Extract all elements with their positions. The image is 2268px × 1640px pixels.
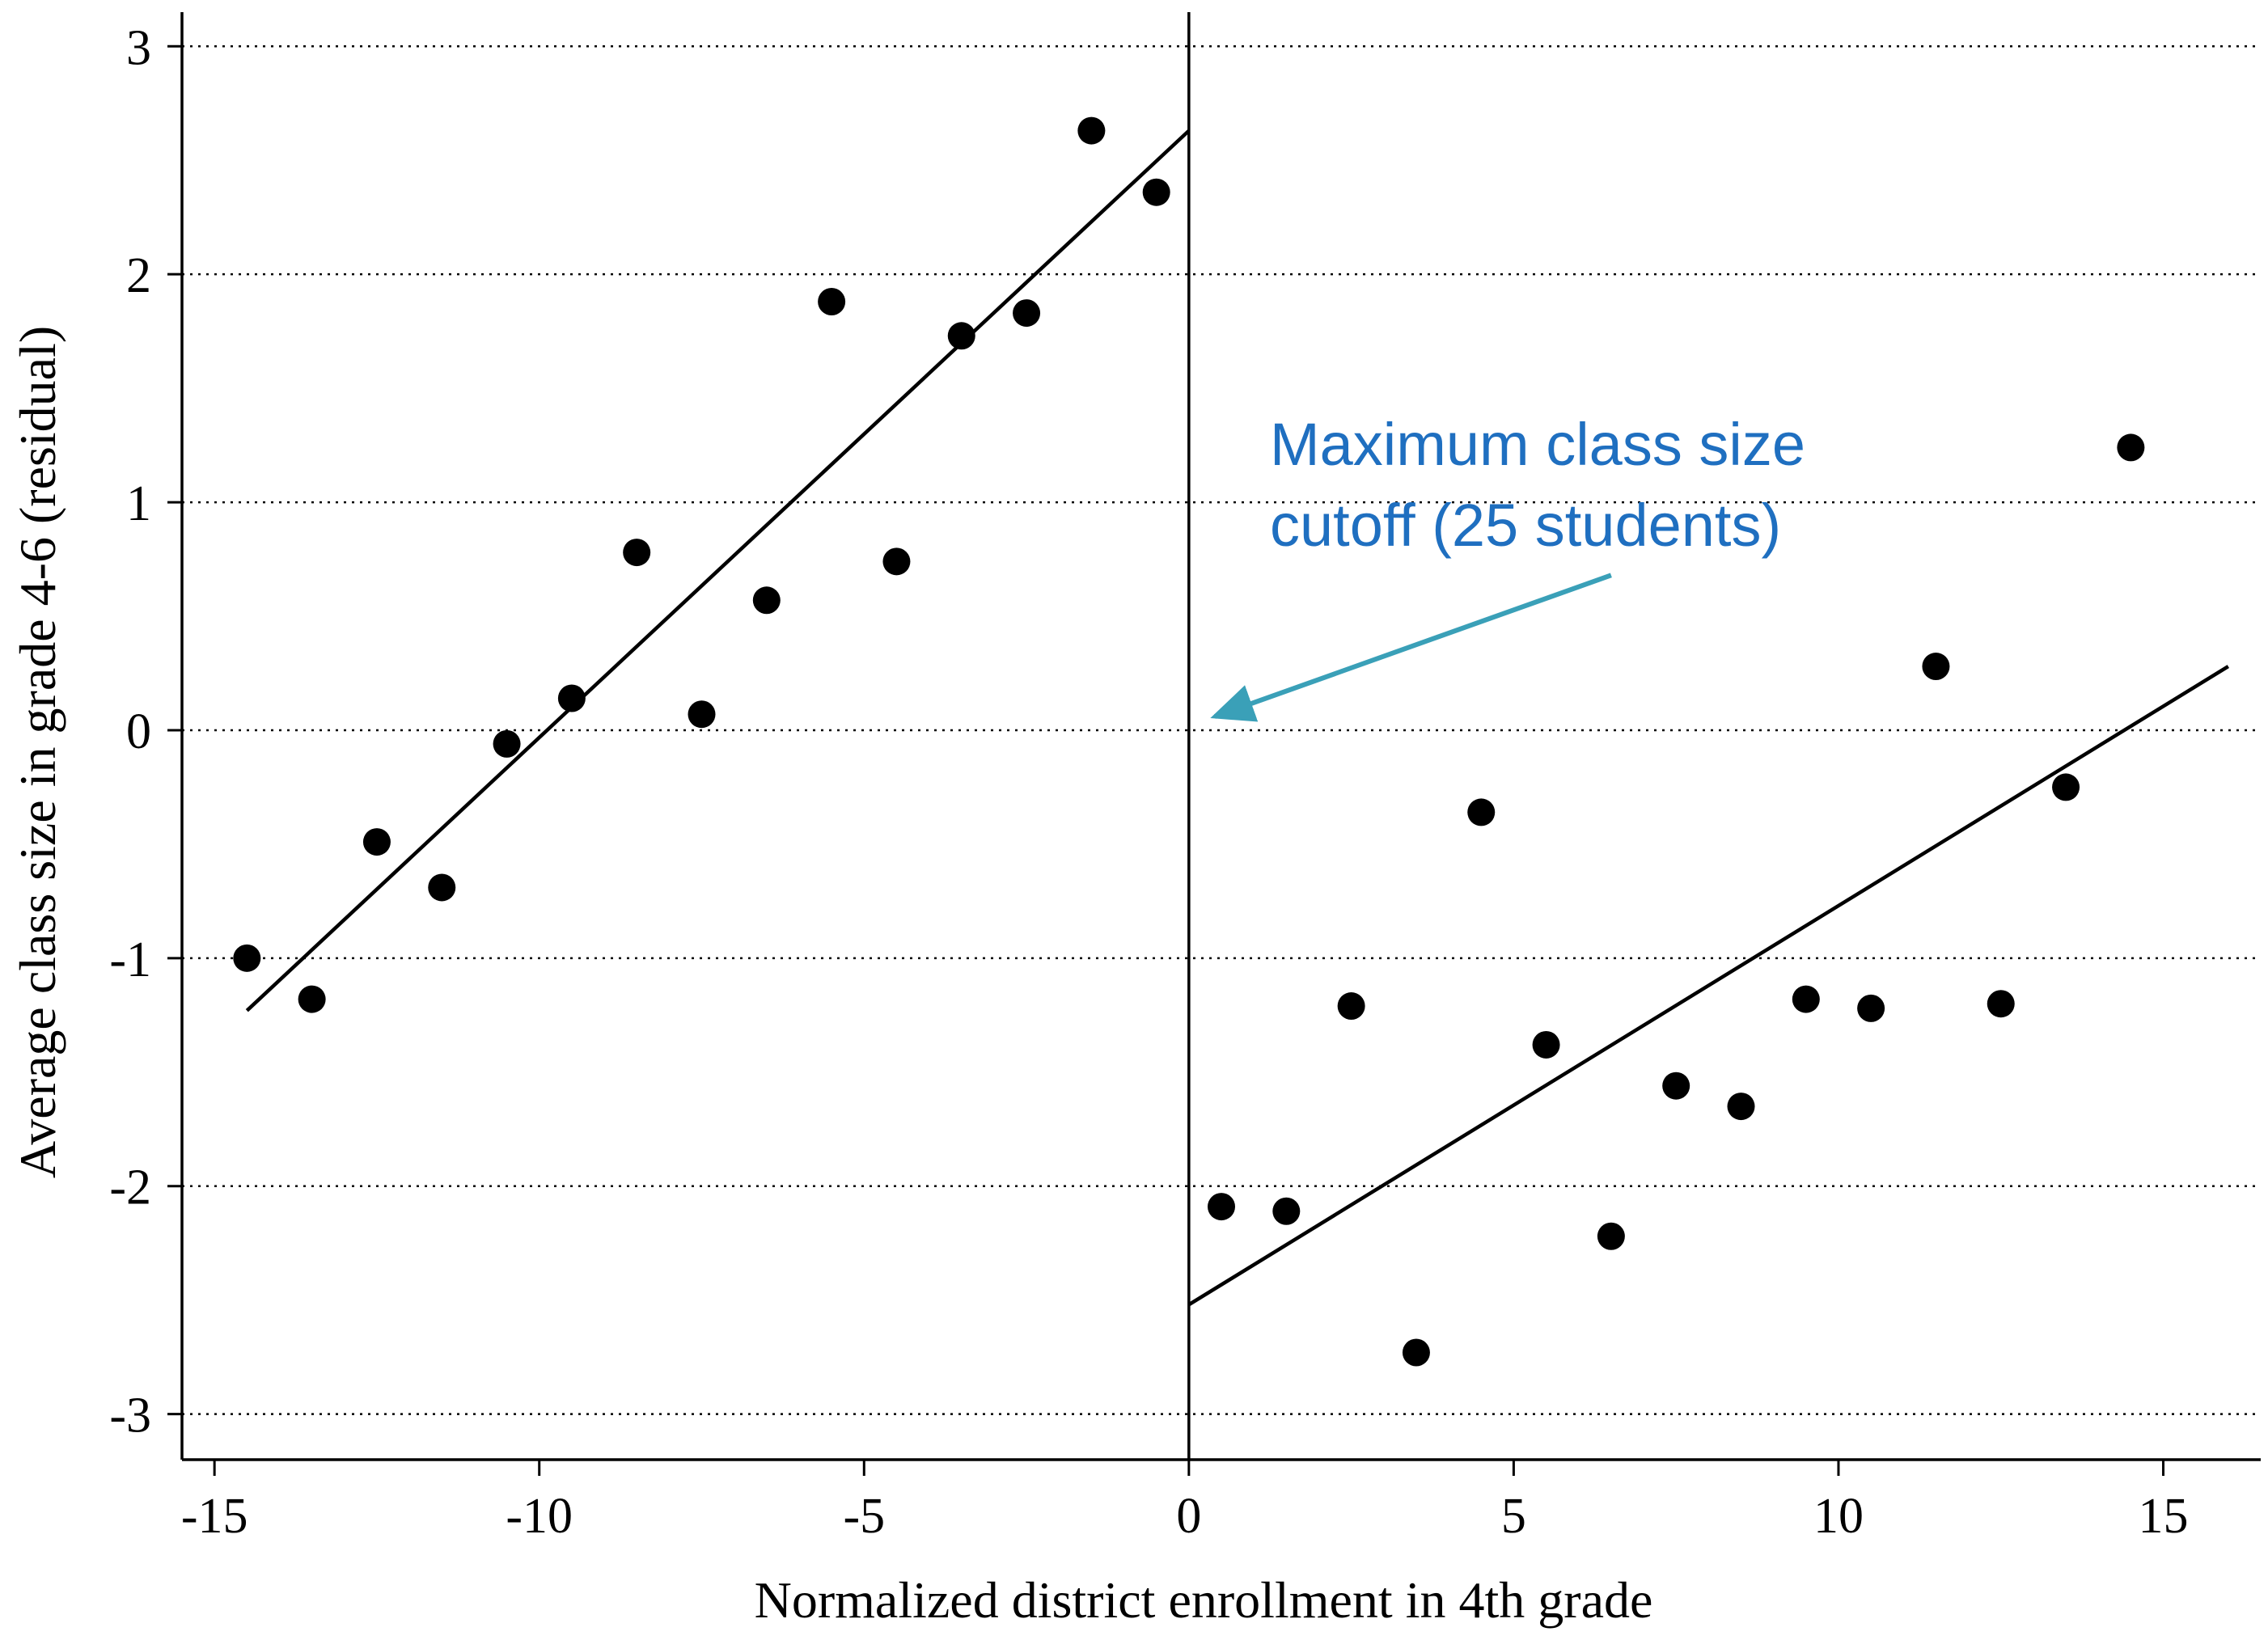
point-right-2 <box>1337 992 1365 1021</box>
annotation-line-1: Maximum class size <box>1270 411 1805 478</box>
x-tick-label-0: -15 <box>181 1489 248 1544</box>
point-right-0 <box>1208 1193 1235 1221</box>
point-left-11 <box>947 322 975 350</box>
x-axis-title: Normalized district enrollment in 4th gr… <box>755 1571 1653 1629</box>
y-tick-label-1: -2 <box>109 1160 151 1215</box>
point-right-13 <box>2052 773 2080 801</box>
point-right-8 <box>1727 1093 1755 1121</box>
x-tick-label-2: -5 <box>843 1489 885 1544</box>
point-right-14 <box>2117 433 2145 462</box>
point-right-6 <box>1597 1222 1625 1250</box>
y-tick-label-5: 2 <box>126 248 151 303</box>
fit-lines <box>245 129 2230 1307</box>
point-right-7 <box>1662 1071 1690 1100</box>
point-right-3 <box>1402 1338 1430 1367</box>
y-tick-label-2: -1 <box>109 932 151 987</box>
point-right-10 <box>1857 994 1885 1022</box>
point-left-7 <box>688 700 716 729</box>
annotation-arrow <box>1210 573 1612 722</box>
point-left-6 <box>623 539 651 567</box>
point-left-14 <box>1142 178 1170 206</box>
data-points <box>233 116 2145 1367</box>
y-tick-label-4: 1 <box>126 476 151 531</box>
point-left-12 <box>1013 299 1041 328</box>
point-right-11 <box>1922 653 1950 681</box>
x-tick-label-3: 0 <box>1176 1489 1201 1544</box>
point-left-0 <box>233 944 261 972</box>
annotation: Maximum class size cutoff (25 students) <box>1210 411 1805 722</box>
point-left-4 <box>493 729 521 758</box>
point-left-13 <box>1077 116 1106 145</box>
point-left-1 <box>298 985 326 1013</box>
x-tick-label-1: -10 <box>506 1489 573 1544</box>
y-tick-label-6: 3 <box>126 20 151 75</box>
grid-lines <box>182 45 2261 1415</box>
point-left-10 <box>882 547 911 576</box>
y-tick-label-3: 0 <box>126 704 151 759</box>
point-left-3 <box>428 873 456 902</box>
point-right-4 <box>1467 798 1496 826</box>
point-left-5 <box>557 684 586 712</box>
point-right-1 <box>1272 1197 1301 1225</box>
point-right-12 <box>1987 990 2015 1018</box>
point-right-5 <box>1532 1030 1560 1059</box>
x-tick-label-6: 15 <box>2139 1489 2189 1544</box>
fit-line-right <box>1187 665 2230 1307</box>
point-left-2 <box>362 828 391 856</box>
annotation-line-2: cutoff (25 students) <box>1270 492 1781 559</box>
x-tick-label-4: 5 <box>1501 1489 1526 1544</box>
point-left-9 <box>818 288 846 315</box>
y-tick-label-0: -3 <box>109 1389 151 1443</box>
axes <box>180 12 2261 1461</box>
point-right-9 <box>1792 985 1820 1013</box>
point-left-8 <box>752 586 781 615</box>
y-axis-title: Average class size in grade 4-6 (residua… <box>9 326 66 1178</box>
fit-line-left <box>245 129 1191 1012</box>
x-tick-label-5: 10 <box>1813 1489 1864 1544</box>
